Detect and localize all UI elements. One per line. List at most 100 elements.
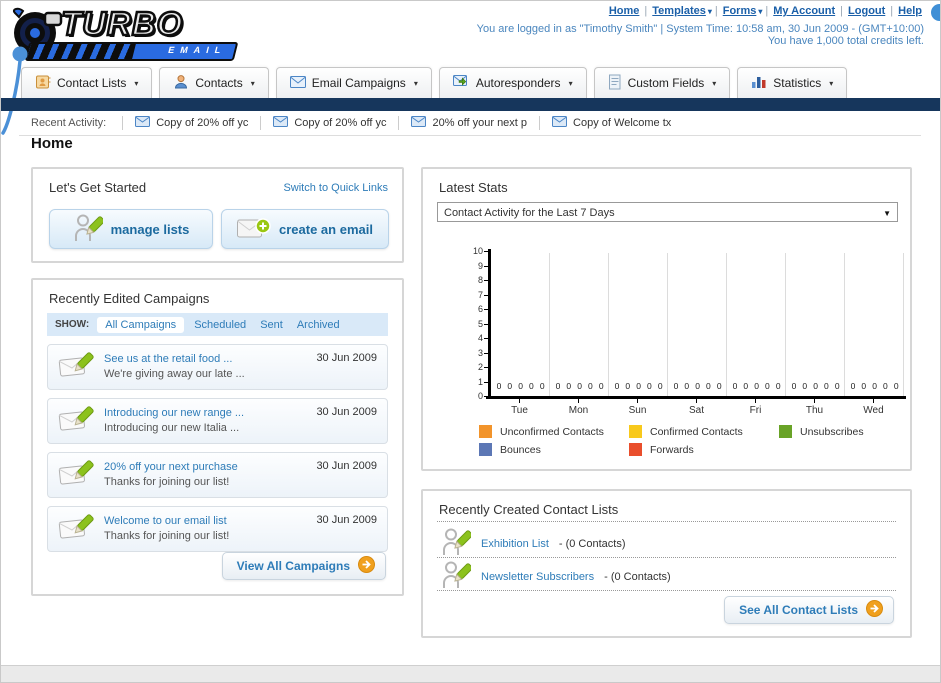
campaign-subtitle: Introducing our new Italia ...: [104, 422, 240, 434]
tab-statistics[interactable]: Statistics ▾: [737, 67, 848, 98]
y-axis-label: 10: [472, 246, 483, 256]
filter-sent[interactable]: Sent: [260, 318, 283, 331]
x-tick: [696, 399, 697, 403]
tab-autoresponders[interactable]: Autoresponders ▾: [438, 67, 587, 98]
contact-list-item[interactable]: Newsletter Subscribers - (0 Contacts): [441, 560, 671, 593]
x-axis-label: Thu: [805, 405, 824, 416]
envelope-pencil-icon: [58, 350, 94, 385]
contact-list-name[interactable]: Newsletter Subscribers: [481, 570, 595, 583]
y-axis-label: 7: [477, 289, 483, 300]
bar-value-label: 0: [507, 381, 513, 391]
y-axis-label: 6: [477, 304, 483, 314]
y-axis-label: 1: [477, 376, 483, 387]
tab-custom-fields[interactable]: Custom Fields ▾: [593, 67, 731, 98]
tab-contacts[interactable]: Contacts ▾: [159, 67, 269, 98]
login-info: You are logged in as "Timothy Smith" | S…: [476, 23, 924, 35]
bar-value-label: 0: [883, 381, 888, 391]
manage-lists-button[interactable]: manage lists: [49, 209, 213, 249]
stats-period-value: Contact Activity for the Last 7 Days: [444, 207, 615, 219]
chevron-down-icon: ▾: [829, 78, 834, 88]
contact-list-name[interactable]: Exhibition List: [481, 537, 549, 550]
envelope-icon: [552, 115, 568, 130]
header-link-logout[interactable]: Logout: [848, 5, 886, 17]
recent-activity-item[interactable]: Copy of 20% off yc: [260, 115, 398, 130]
activity-item-label: Copy of 20% off yc: [294, 116, 387, 129]
bar-value-label: 0: [598, 381, 604, 391]
campaign-subtitle: Thanks for joining our list!: [104, 530, 230, 542]
tab-contact-lists[interactable]: Contact Lists ▾: [21, 67, 153, 98]
chevron-down-icon: ▾: [568, 78, 573, 88]
bar-value-label: 0: [813, 381, 818, 391]
bar-value-label: 0: [657, 381, 663, 391]
x-axis-label: Tue: [511, 405, 528, 416]
switch-to-quick-links[interactable]: Switch to Quick Links: [283, 182, 388, 194]
logo-title: TURBO: [60, 4, 184, 44]
tab-email-campaigns[interactable]: Email Campaigns ▾: [275, 67, 432, 98]
y-axis: [488, 249, 491, 399]
activity-divider: [19, 135, 921, 136]
campaign-row[interactable]: Introducing our new range ... Introducing…: [47, 398, 388, 444]
view-all-campaigns-button[interactable]: View All Campaigns: [221, 552, 386, 580]
turbo-graphic-icon: [13, 7, 63, 54]
campaign-title[interactable]: Introducing our new range ...: [104, 407, 245, 419]
legend-swatch: [479, 425, 492, 438]
recent-activity-item[interactable]: 20% off your next p: [398, 115, 539, 130]
see-all-contact-lists-button[interactable]: See All Contact Lists: [724, 596, 894, 624]
y-tick: [484, 280, 489, 281]
dotted-divider: [437, 557, 896, 558]
bar-value-label: 0: [496, 381, 502, 391]
header-link-my-account[interactable]: My Account: [773, 5, 836, 17]
filter-scheduled[interactable]: Scheduled: [194, 318, 247, 331]
logo-subtitle: EMAIL: [167, 45, 228, 55]
campaign-text: Introducing our new range ... Introducing…: [104, 406, 244, 436]
campaign-row[interactable]: See us at the retail food ... We're givin…: [47, 344, 388, 390]
chart-legend: Unconfirmed Contacts Confirmed Contacts Un…: [479, 425, 929, 461]
campaign-date: 30 Jun 2009: [316, 460, 377, 472]
create-email-button[interactable]: create an email: [221, 209, 389, 249]
filter-all-campaigns[interactable]: All Campaigns: [97, 316, 185, 333]
bar-value-label: 0: [732, 381, 738, 391]
latest-stats-title: Latest Stats: [439, 180, 508, 195]
campaign-row[interactable]: 20% off your next purchase Thanks for joi…: [47, 452, 388, 498]
header-link-help[interactable]: Help: [898, 5, 922, 17]
gridline: [549, 253, 550, 396]
campaign-date: 30 Jun 2009: [316, 514, 377, 526]
campaign-title[interactable]: See us at the retail food ...: [104, 353, 233, 365]
recent-activity-item[interactable]: Copy of Welcome tx: [539, 115, 683, 130]
chat-bubble-icon[interactable]: [931, 4, 940, 21]
link-separator: |: [840, 5, 844, 17]
campaign-row[interactable]: Welcome to our email list Thanks for join…: [47, 506, 388, 552]
x-tick: [814, 399, 815, 403]
stats-period-select[interactable]: ▼ Contact Activity for the Last 7 Days: [437, 202, 898, 222]
bar-value-label: 0: [614, 381, 620, 391]
header-link-forms[interactable]: Forms: [722, 5, 757, 17]
person-pencil-icon: [441, 560, 473, 593]
activity-item-label: Copy of Welcome tx: [573, 116, 672, 129]
header-link-templates[interactable]: Templates: [652, 5, 706, 17]
envelope-plus-icon: [237, 217, 271, 242]
gridline: [844, 253, 845, 396]
tab-label: Autoresponders: [475, 76, 561, 90]
legend-item-confirmed-contacts: Confirmed Contacts: [629, 425, 779, 438]
get-started-title: Let's Get Started: [49, 180, 147, 195]
legend-row: Bounces Forwards: [479, 443, 929, 456]
campaign-date: 30 Jun 2009: [316, 406, 377, 418]
header-link-home[interactable]: Home: [608, 5, 640, 17]
recent-activity-item[interactable]: Copy of 20% off yc: [122, 115, 260, 130]
legend-label: Unconfirmed Contacts: [500, 425, 604, 438]
x-axis-label: Fri: [749, 405, 762, 416]
campaign-title[interactable]: 20% off your next purchase: [104, 461, 238, 473]
bar-value-label: 0: [824, 381, 829, 391]
legend-swatch: [479, 443, 492, 456]
create-email-label: create an email: [279, 221, 373, 237]
x-axis-label: Wed: [863, 405, 884, 416]
link-separator: |: [890, 5, 894, 17]
chevron-down-icon: ▼: [883, 209, 891, 218]
contact-list-item[interactable]: Exhibition List - (0 Contacts): [441, 527, 626, 560]
bar-value-label: 0: [539, 381, 545, 391]
statistics-icon: [751, 74, 767, 92]
link-separator: |: [644, 5, 648, 17]
filter-archived[interactable]: Archived: [296, 318, 340, 331]
campaign-title[interactable]: Welcome to our email list: [104, 515, 227, 527]
chevron-down-icon: ▾: [134, 78, 139, 88]
